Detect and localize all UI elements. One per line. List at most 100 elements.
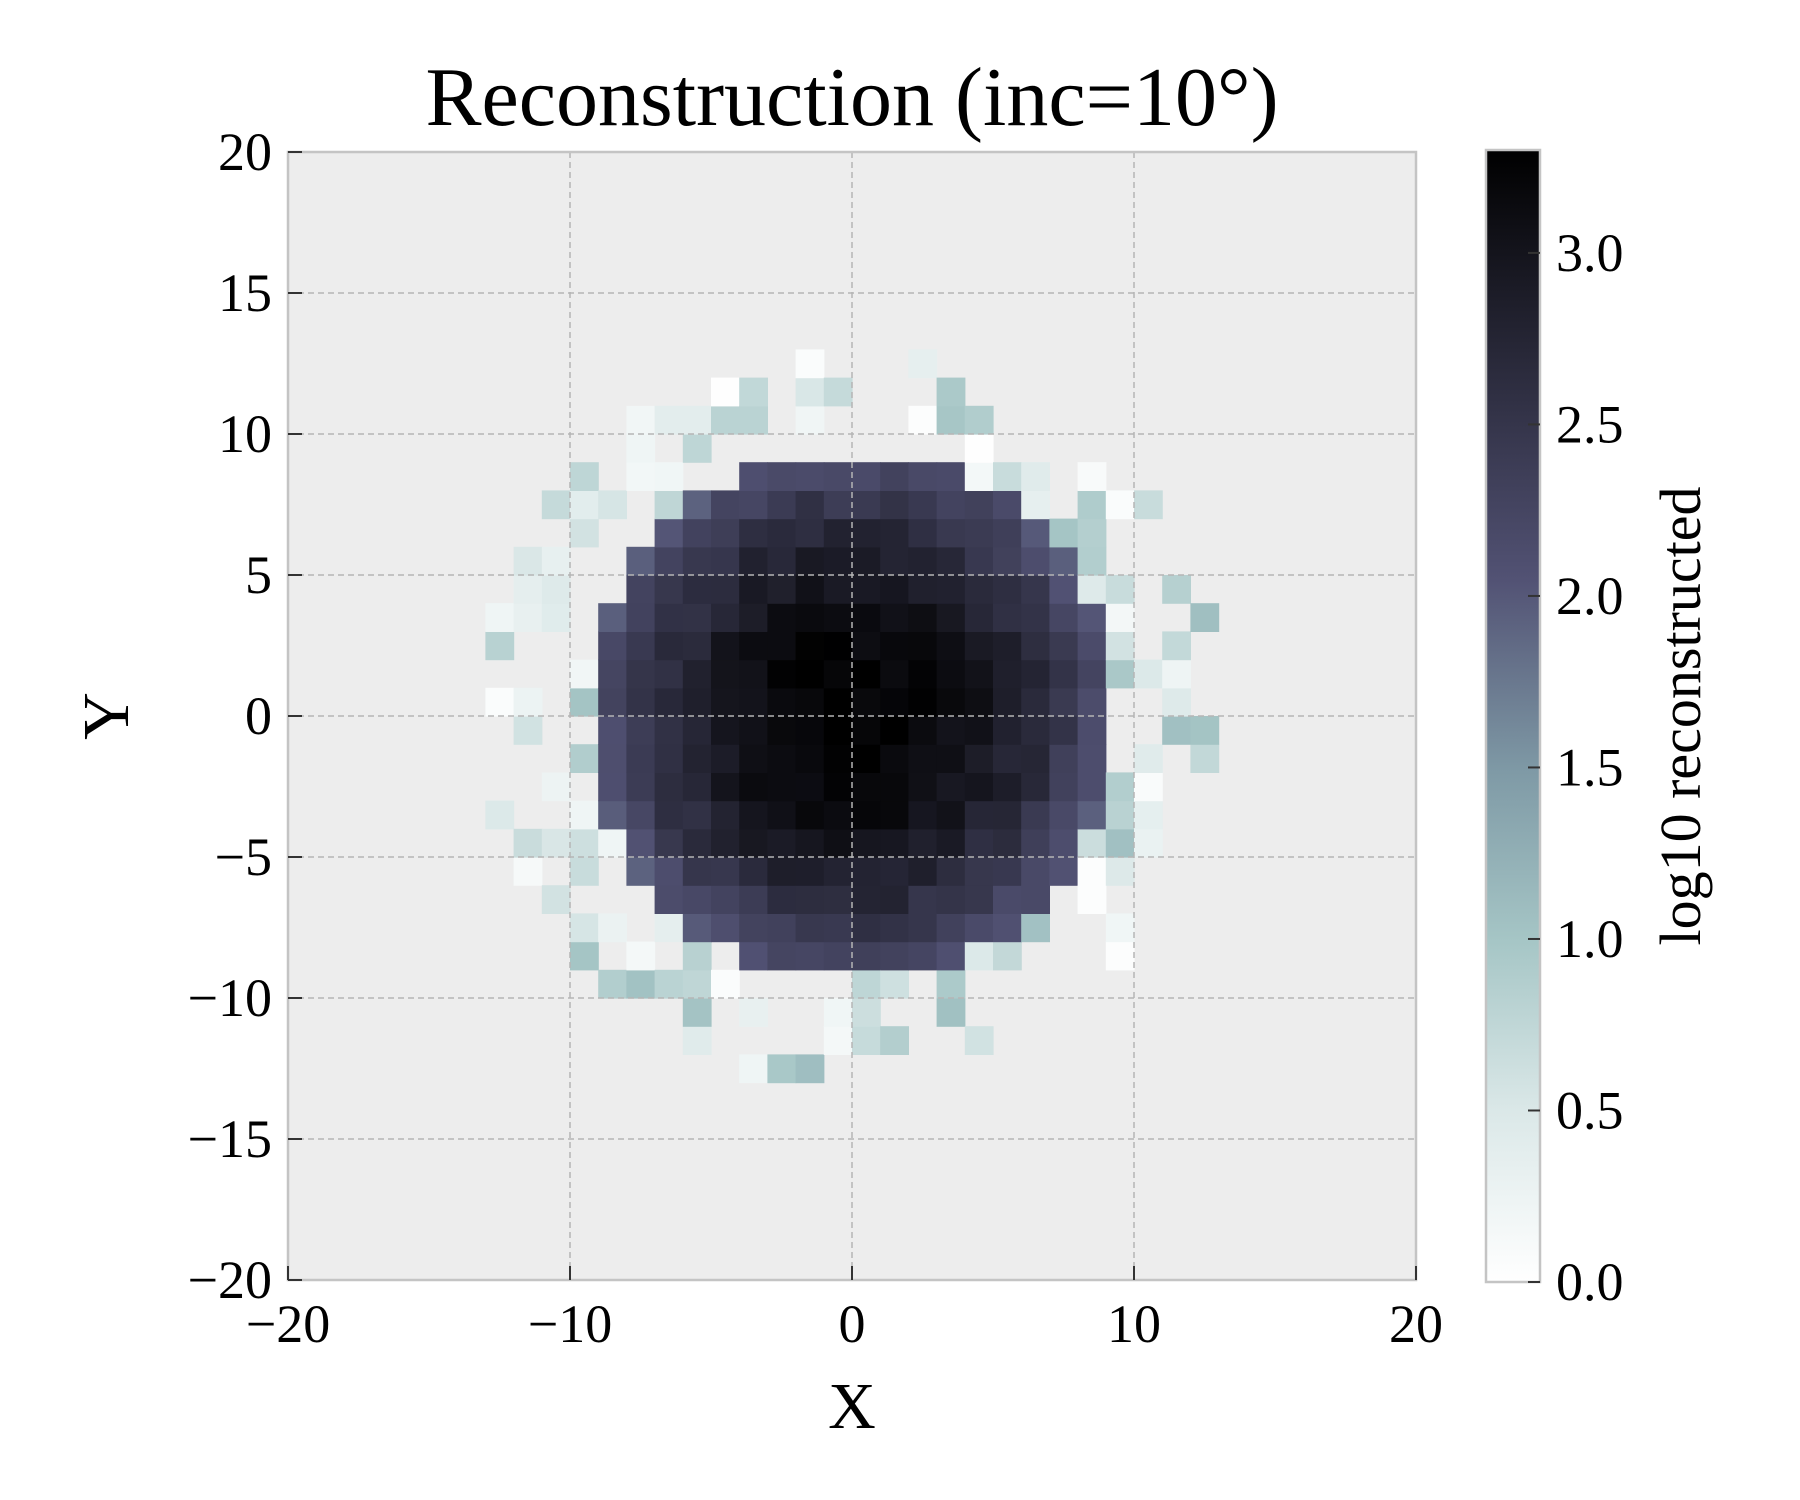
heatmap-cell bbox=[1049, 857, 1079, 886]
heatmap-cell bbox=[739, 744, 768, 773]
heatmap-cell bbox=[739, 885, 768, 914]
heatmap-cell bbox=[795, 462, 825, 491]
heatmap-cell bbox=[1021, 490, 1050, 520]
heatmap-cell bbox=[1021, 913, 1050, 943]
heatmap-cell bbox=[570, 659, 599, 689]
heatmap-cell bbox=[936, 405, 966, 435]
heatmap-cell bbox=[1077, 687, 1107, 717]
heatmap-cell bbox=[739, 575, 768, 604]
heatmap-cell bbox=[852, 998, 881, 1027]
heatmap-cell bbox=[880, 744, 909, 773]
colorbar-ticks: 0.0 0.5 1.0 1.5 2.0 2.5 3.0 bbox=[1528, 223, 1624, 1312]
heatmap-cell bbox=[1077, 462, 1107, 491]
heatmap-cell bbox=[908, 828, 938, 858]
heatmap-cell bbox=[795, 687, 825, 717]
heatmap-cell bbox=[626, 659, 656, 689]
heatmap-cell bbox=[964, 462, 994, 491]
heatmap-cell bbox=[1105, 575, 1135, 604]
heatmap-cell bbox=[795, 377, 825, 407]
heatmap-cell bbox=[598, 716, 627, 745]
heatmap-cell bbox=[654, 405, 684, 435]
heatmap-cell bbox=[711, 969, 740, 999]
heatmap-cell bbox=[993, 772, 1022, 802]
heatmap-cell bbox=[654, 687, 684, 717]
heatmap-cell bbox=[654, 744, 684, 773]
heatmap-cell bbox=[852, 857, 881, 886]
heatmap-cell bbox=[739, 462, 768, 491]
heatmap-cell bbox=[682, 603, 712, 632]
heatmap-cell bbox=[852, 575, 881, 604]
heatmap-cell bbox=[1049, 546, 1079, 576]
heatmap-cell bbox=[739, 828, 768, 858]
heatmap-cell bbox=[795, 546, 825, 576]
heatmap-cell bbox=[767, 546, 797, 576]
heatmap-cell bbox=[964, 603, 994, 632]
heatmap-cell bbox=[908, 913, 938, 943]
heatmap-cell bbox=[823, 462, 853, 491]
heatmap-cell bbox=[993, 716, 1022, 745]
heatmap-cell bbox=[1049, 744, 1079, 773]
heatmap-cell bbox=[880, 969, 909, 999]
heatmap-cell bbox=[711, 603, 740, 632]
heatmap-cell bbox=[936, 857, 966, 886]
heatmap-cell bbox=[880, 462, 909, 491]
heatmap-cell bbox=[936, 998, 966, 1027]
heatmap-cell bbox=[908, 772, 938, 802]
heatmap-cell bbox=[964, 772, 994, 802]
heatmap-cell bbox=[654, 546, 684, 576]
heatmap-cell bbox=[852, 462, 881, 491]
heatmap-cell bbox=[823, 490, 853, 520]
heatmap-cell bbox=[626, 434, 656, 463]
heatmap-cell bbox=[739, 518, 768, 548]
heatmap-cell bbox=[626, 462, 656, 491]
heatmap-cell bbox=[1162, 575, 1191, 604]
heatmap-cell bbox=[1134, 772, 1163, 802]
heatmap-cell bbox=[739, 490, 768, 520]
heatmap-cell bbox=[654, 462, 684, 491]
heatmap-cell bbox=[1105, 659, 1135, 689]
heatmap-cell bbox=[993, 490, 1022, 520]
heatmap-cell bbox=[1134, 659, 1163, 689]
heatmap-cell bbox=[767, 603, 797, 632]
heatmap-cell bbox=[682, 857, 712, 886]
heatmap-cell bbox=[823, 575, 853, 604]
heatmap-cell bbox=[1021, 659, 1050, 689]
heatmap-cell bbox=[767, 744, 797, 773]
heatmap-cell bbox=[964, 687, 994, 717]
heatmap-cell bbox=[1162, 687, 1191, 717]
heatmap-cell bbox=[711, 744, 740, 773]
heatmap-cell bbox=[993, 828, 1022, 858]
heatmap-cell bbox=[795, 744, 825, 773]
heatmap-cell bbox=[993, 631, 1022, 661]
heatmap-cell bbox=[823, 828, 853, 858]
heatmap-cell bbox=[936, 377, 966, 407]
heatmap-cell bbox=[1134, 744, 1163, 773]
y-tick-label: −15 bbox=[188, 1109, 272, 1169]
colorbar-tick-label: 0.5 bbox=[1556, 1080, 1624, 1140]
heatmap-cell bbox=[908, 885, 938, 914]
heatmap-cell bbox=[1021, 575, 1050, 604]
heatmap-cell bbox=[964, 659, 994, 689]
heatmap-cell bbox=[1077, 857, 1107, 886]
heatmap-cell bbox=[852, 885, 881, 914]
heatmap-cell bbox=[598, 631, 627, 661]
heatmap-cell bbox=[711, 546, 740, 576]
heatmap-cell bbox=[993, 603, 1022, 632]
heatmap-cell bbox=[654, 800, 684, 830]
heatmap-cell bbox=[739, 1054, 768, 1084]
heatmap-cell bbox=[711, 518, 740, 548]
heatmap-cell bbox=[880, 659, 909, 689]
heatmap-cell bbox=[908, 659, 938, 689]
heatmap-cell bbox=[795, 1054, 825, 1084]
heatmap-cell bbox=[1021, 518, 1050, 548]
heatmap-cell bbox=[964, 490, 994, 520]
heatmap-cell bbox=[767, 857, 797, 886]
y-tick-label: 10 bbox=[218, 404, 272, 464]
heatmap-cell bbox=[739, 405, 768, 435]
heatmap-cell bbox=[570, 518, 599, 548]
heatmap-cell bbox=[682, 913, 712, 943]
heatmap-cell bbox=[570, 941, 599, 971]
heatmap-cell bbox=[1021, 687, 1050, 717]
heatmap-cell bbox=[852, 603, 881, 632]
